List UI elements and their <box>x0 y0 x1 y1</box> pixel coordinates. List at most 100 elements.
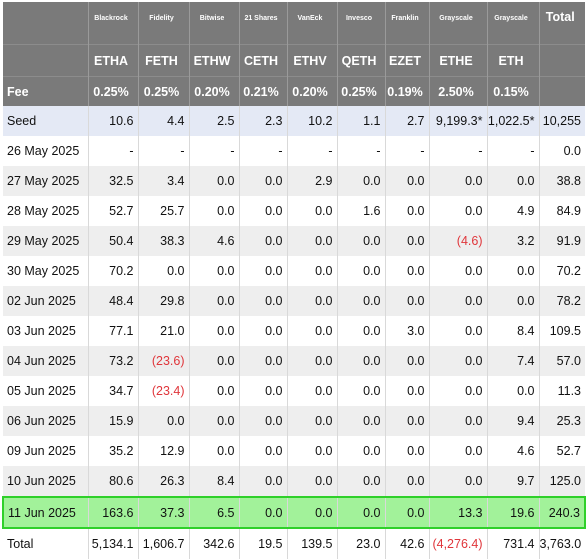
flow-cell: 1.1 <box>337 106 386 136</box>
issuer-name: Invesco <box>337 2 386 45</box>
flow-cell: 1,022.5* <box>487 106 540 136</box>
fee-value: 0.15% <box>487 76 540 106</box>
table-row: 27 May 2025 32.5 3.4 0.0 0.0 2.9 0.0 0.0 0.0 0.0 3… <box>3 166 585 196</box>
row-label: 09 Jun 2025 <box>3 436 89 466</box>
row-label: 29 May 2025 <box>3 226 89 256</box>
flow-cell: 0.0 <box>429 436 488 466</box>
row-label: Total <box>3 527 89 559</box>
ticker-header-row: ETHA FETH ETHW CETH ETHV QETH EZET ETHE … <box>3 44 585 77</box>
row-total-cell: 78.2 <box>539 286 585 316</box>
flow-cell: 0.0 <box>429 166 488 196</box>
flow-cell: 7.4 <box>487 346 540 376</box>
flow-cell: 0.0 <box>239 166 288 196</box>
flow-cell: 9.4 <box>487 406 540 436</box>
flow-cell: 0.0 <box>429 376 488 406</box>
flow-cell: 0.0 <box>239 496 288 529</box>
flow-cell: 0.0 <box>337 406 386 436</box>
flow-cell: 0.0 <box>287 256 338 286</box>
flow-cell: 139.5 <box>287 527 338 559</box>
flow-cell: 0.0 <box>385 436 430 466</box>
flow-cell: 50.4 <box>88 226 139 256</box>
flow-cell: - <box>487 136 540 166</box>
flow-cell: 0.0 <box>189 406 240 436</box>
flow-cell: 0.0 <box>429 286 488 316</box>
flow-cell: 0.0 <box>337 436 386 466</box>
flow-cell: 0.0 <box>385 466 430 497</box>
flow-cell: 0.0 <box>287 316 338 346</box>
ticker: ETH <box>487 44 540 77</box>
ticker: QETH <box>337 44 386 77</box>
flow-cell: 29.8 <box>138 286 190 316</box>
row-total-cell: 57.0 <box>539 346 585 376</box>
flow-cell: 34.7 <box>88 376 139 406</box>
flow-cell: 0.0 <box>337 166 386 196</box>
flow-cell: 23.0 <box>337 527 386 559</box>
table-row: 06 Jun 2025 15.9 0.0 0.0 0.0 0.0 0.0 0.0 0.0 9.4 2… <box>3 406 585 436</box>
flow-cell: 0.0 <box>189 196 240 226</box>
flow-cell: - <box>337 136 386 166</box>
flow-cell: 0.0 <box>337 376 386 406</box>
flow-cell: 0.0 <box>287 196 338 226</box>
flow-cell: 0.0 <box>287 376 338 406</box>
flow-cell: 10.2 <box>287 106 338 136</box>
row-label: 11 Jun 2025 <box>2 496 89 529</box>
flow-cell: 0.0 <box>429 346 488 376</box>
corner-cell <box>539 44 585 77</box>
flow-cell: 0.0 <box>429 316 488 346</box>
issuer-name: 21 Shares <box>239 2 288 45</box>
flow-cell: 0.0 <box>287 406 338 436</box>
flow-cell: 2.9 <box>287 166 338 196</box>
flow-cell: - <box>189 136 240 166</box>
flow-cell: 8.4 <box>189 466 240 497</box>
flow-cell: 25.7 <box>138 196 190 226</box>
corner-cell <box>3 44 89 77</box>
flow-cell: 5,134.1 <box>88 527 139 559</box>
flow-cell: 4.6 <box>189 226 240 256</box>
flow-cell: - <box>88 136 139 166</box>
issuer-name: Franklin <box>385 2 430 45</box>
table-row: 05 Jun 2025 34.7 (23.4) 0.0 0.0 0.0 0.0 0.0 0.0 0… <box>3 376 585 406</box>
flow-cell: 1.6 <box>337 196 386 226</box>
flow-cell: 0.0 <box>385 496 430 529</box>
row-total-cell: 70.2 <box>539 256 585 286</box>
table-row: 09 Jun 2025 35.2 12.9 0.0 0.0 0.0 0.0 0.0 0.0 4.6… <box>3 436 585 466</box>
flow-cell: (23.6) <box>138 346 190 376</box>
ticker: CETH <box>239 44 288 77</box>
table-row: 10 Jun 2025 80.6 26.3 8.4 0.0 0.0 0.0 0.0 0.0 9.7… <box>3 466 585 497</box>
flow-cell: 15.9 <box>88 406 139 436</box>
issuer-name: Blackrock <box>88 2 139 45</box>
row-label: 03 Jun 2025 <box>3 316 89 346</box>
flow-cell: 0.0 <box>138 256 190 286</box>
flow-cell: 0.0 <box>385 346 430 376</box>
issuer-name: Grayscale <box>487 2 540 45</box>
flow-cell: - <box>138 136 190 166</box>
flow-cell: 0.0 <box>337 316 386 346</box>
flow-cell: 38.3 <box>138 226 190 256</box>
row-total-cell: 109.5 <box>539 316 585 346</box>
fee-value: 0.25% <box>88 76 139 106</box>
flow-cell: 42.6 <box>385 527 430 559</box>
ticker: ETHV <box>287 44 338 77</box>
issuer-name: Grayscale <box>429 2 488 45</box>
flow-cell: 0.0 <box>337 346 386 376</box>
corner-cell <box>3 2 89 45</box>
ticker: ETHA <box>88 44 139 77</box>
flow-cell: 0.0 <box>487 256 540 286</box>
flow-cell: 9,199.3* <box>429 106 488 136</box>
flow-cell: 3.2 <box>487 226 540 256</box>
fee-label: Fee <box>3 76 89 106</box>
flow-cell: 0.0 <box>189 256 240 286</box>
flow-cell: 19.6 <box>487 496 540 529</box>
flow-cell: 19.5 <box>239 527 288 559</box>
flow-cell: 0.0 <box>239 376 288 406</box>
flow-cell: 342.6 <box>189 527 240 559</box>
flow-cell: 0.0 <box>385 166 430 196</box>
flow-cell: 0.0 <box>239 226 288 256</box>
fee-value: 0.19% <box>385 76 430 106</box>
row-total-cell: 0.0 <box>539 136 585 166</box>
flow-cell: 0.0 <box>239 196 288 226</box>
flow-cell: - <box>429 136 488 166</box>
flow-cell: 0.0 <box>287 286 338 316</box>
flow-cell: 0.0 <box>189 316 240 346</box>
